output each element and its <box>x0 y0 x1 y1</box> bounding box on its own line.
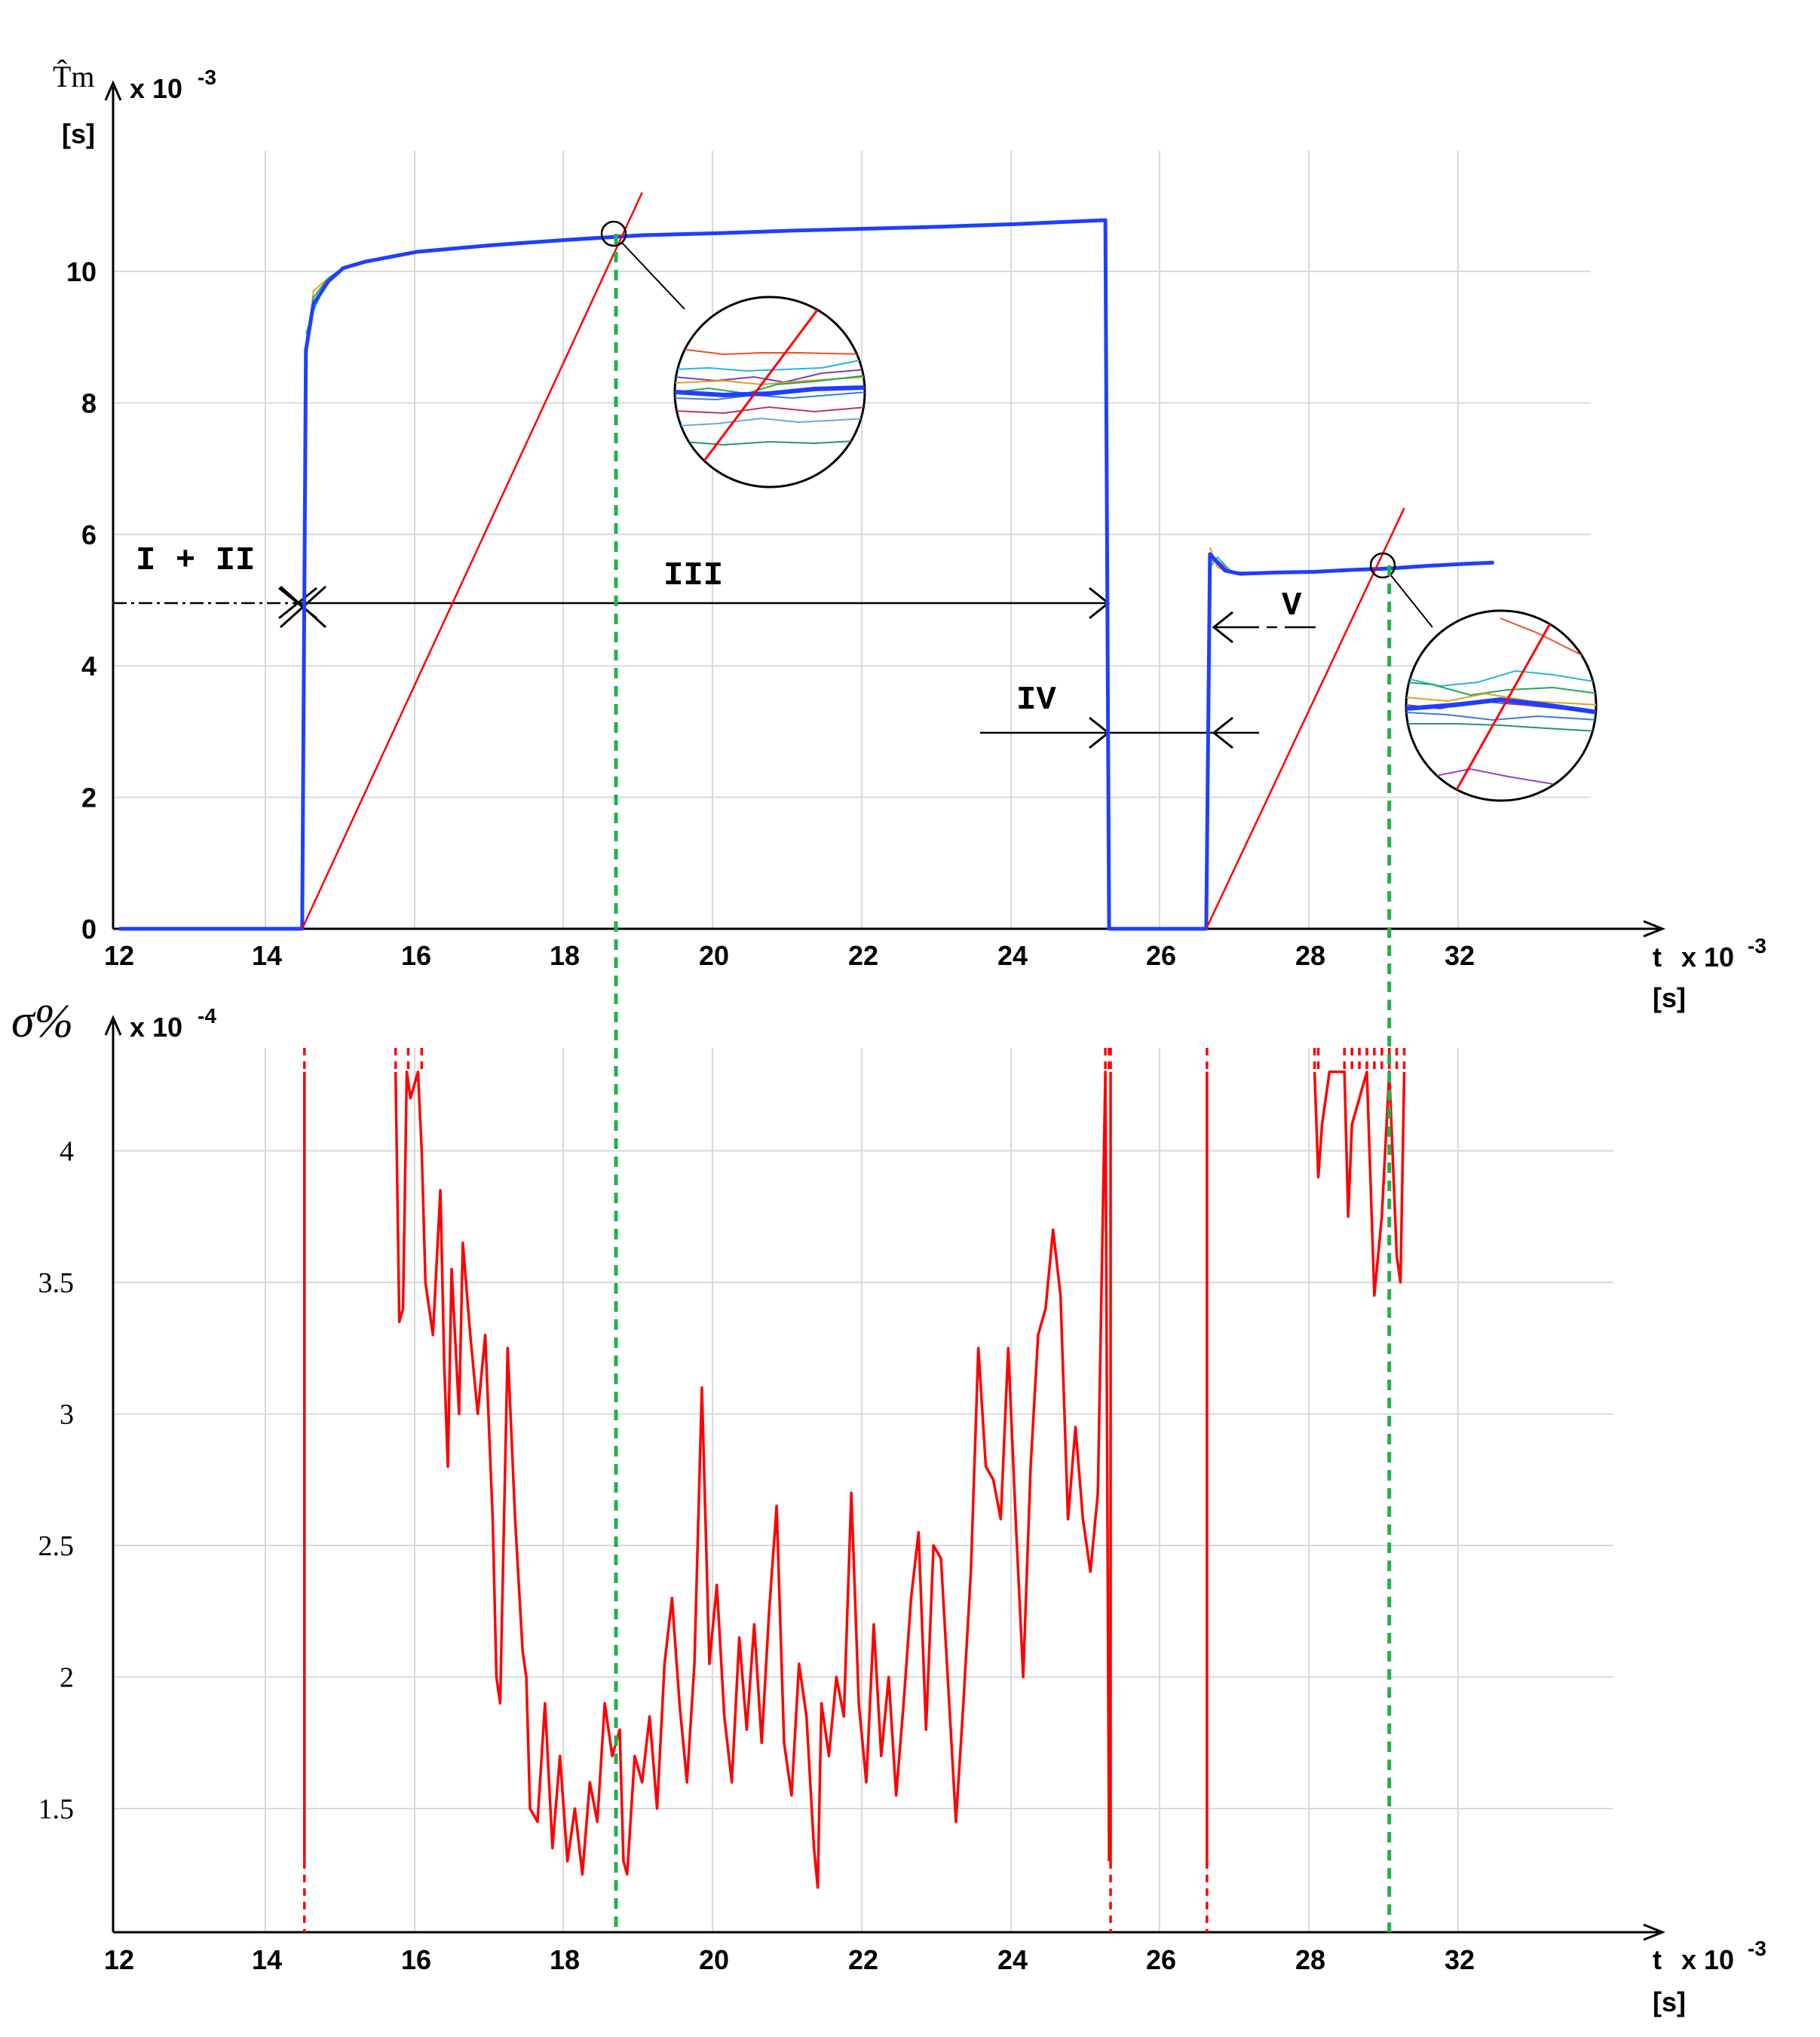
top-y-scale-exp: -3 <box>198 66 216 89</box>
top-y-tick-6: 6 <box>81 519 97 550</box>
top-x-tick-22: 22 <box>848 940 878 971</box>
inset-leader-2 <box>1390 574 1433 628</box>
top-x-tick-16: 16 <box>401 940 431 971</box>
bottom-x-axis-label: t <box>1653 1944 1662 1975</box>
top-x-scale-text: x 10 <box>1681 942 1734 973</box>
bottom-series-line <box>1313 1071 1406 1297</box>
bottom-x-tick-18: 18 <box>550 1944 580 1975</box>
bottom-y-tick-3.5: 3.5 <box>38 1267 75 1299</box>
annotation-iv: IV <box>1016 682 1056 719</box>
bottom-y-tick-2: 2 <box>60 1662 74 1694</box>
bottom-x-tick-12: 12 <box>104 1944 134 1975</box>
bottom-y-axis-label: σ% <box>11 996 73 1047</box>
top-series-mean-line <box>119 218 1494 931</box>
zoom-inset-1 <box>673 296 866 489</box>
bottom-x-tick-24: 24 <box>997 1944 1028 1975</box>
bottom-x-tick-32: 32 <box>1445 1944 1475 1975</box>
bottom-y-tick-2.5: 2.5 <box>38 1530 75 1562</box>
top-x-tick-24: 24 <box>997 940 1028 971</box>
region-annotations: I + II III IV V <box>113 542 1316 749</box>
top-y-scale-text: x 10 <box>130 73 182 104</box>
annotation-i-ii: I + II <box>136 542 255 580</box>
bottom-x-tick-16: 16 <box>401 1944 431 1975</box>
bottom-x-scale-text: x 10 <box>1681 1944 1734 1975</box>
top-y-tick-10: 10 <box>66 256 97 287</box>
bottom-axes <box>104 1015 1666 1941</box>
bottom-y-tick-labels: 1.5 2 2.5 3 3.5 4 <box>38 1136 75 1826</box>
bottom-x-unit: [s] <box>1653 1986 1686 2017</box>
bottom-x-tick-labels: 12 14 16 18 20 22 24 26 28 32 <box>104 1944 1475 1975</box>
top-x-tick-26: 26 <box>1146 940 1176 971</box>
bottom-y-tick-1.5: 1.5 <box>38 1793 75 1825</box>
bottom-y-tick-4: 4 <box>60 1136 74 1168</box>
annotation-iii: III <box>663 557 723 595</box>
zoom-inset-2 <box>1405 609 1598 802</box>
top-x-scale-exp: -3 <box>1748 934 1766 957</box>
bottom-spikes <box>303 1048 1406 1932</box>
bottom-y-tick-3: 3 <box>60 1399 74 1431</box>
top-y-axis-label: T̂m <box>53 60 95 93</box>
top-series-ramp-line <box>1205 507 1405 930</box>
top-grid <box>113 151 1591 929</box>
top-x-tick-labels: 12 14 16 18 20 22 24 26 28 32 <box>104 940 1475 971</box>
annotation-v: V <box>1282 587 1302 625</box>
bottom-series-line <box>394 1071 1111 1889</box>
top-x-tick-28: 28 <box>1295 940 1325 971</box>
bottom-x-tick-28: 28 <box>1295 1944 1325 1975</box>
top-x-tick-14: 14 <box>252 940 282 971</box>
intersection-marker-1 <box>600 220 627 247</box>
top-y-tick-4: 4 <box>81 651 97 682</box>
top-x-tick-18: 18 <box>550 940 580 971</box>
top-x-tick-20: 20 <box>699 940 729 971</box>
top-y-tick-0: 0 <box>81 914 97 945</box>
top-series <box>119 191 1494 931</box>
inset-leader-1 <box>621 242 685 310</box>
top-axes <box>104 80 1666 938</box>
top-x-axis-label: t <box>1653 942 1662 973</box>
bottom-chart: 12 14 16 18 20 22 24 26 28 32 1.5 2 2.5 3 3.5 4 σ% x 1… <box>11 996 1766 2017</box>
bottom-x-tick-26: 26 <box>1146 1944 1176 1975</box>
bottom-x-tick-20: 20 <box>699 1944 729 1975</box>
top-y-tick-2: 2 <box>81 783 97 813</box>
intersection-marker-2 <box>1369 552 1396 579</box>
bottom-y-scale-exp: -4 <box>198 1004 216 1028</box>
top-x-tick-12: 12 <box>104 940 134 971</box>
bottom-x-tick-22: 22 <box>848 1944 878 1975</box>
bottom-x-tick-14: 14 <box>252 1944 282 1975</box>
top-x-tick-32: 32 <box>1445 940 1475 971</box>
bottom-x-scale-exp: -3 <box>1748 1937 1766 1960</box>
top-y-tick-labels: 0 2 4 6 8 10 <box>66 256 97 945</box>
top-y-unit: [s] <box>62 118 95 149</box>
bottom-series <box>394 1071 1406 1889</box>
green-marker-lines <box>614 234 1392 1932</box>
bottom-grid <box>113 1048 1613 1932</box>
top-x-unit: [s] <box>1653 982 1686 1013</box>
top-y-tick-8: 8 <box>81 387 97 418</box>
top-series-ramp-line <box>301 191 643 930</box>
bottom-y-scale-text: x 10 <box>130 1012 182 1043</box>
